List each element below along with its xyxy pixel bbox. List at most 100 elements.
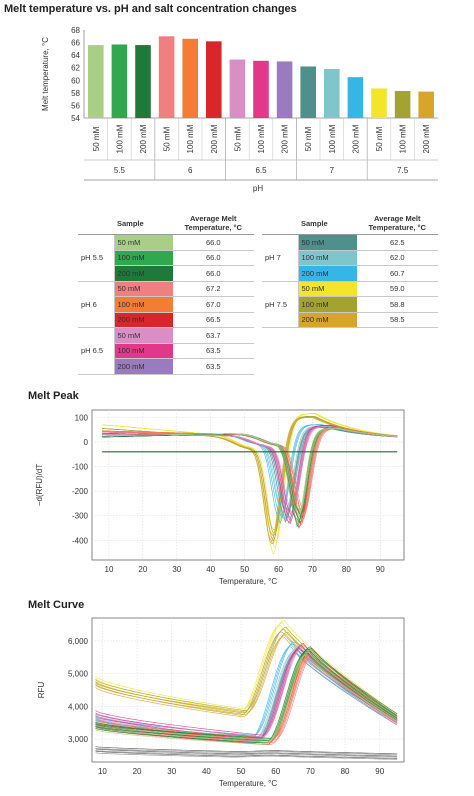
series-line [95,747,398,756]
y-tick-label: 0 [84,438,89,447]
series-line [95,620,398,715]
table-row: 100 mM 66.0 [78,250,254,266]
ph-group-label: pH 6 [78,281,115,328]
y-tick-label: -100 [72,463,89,472]
bar [324,68,340,118]
bar [182,38,198,118]
melt-curve-title: Melt Curve [28,599,85,611]
series-line [95,746,398,755]
series-line [95,653,398,743]
table-row: 100 mM 67.0 [78,296,254,313]
y-tick-label: -200 [72,487,89,496]
bar [418,91,434,118]
series-line [95,652,398,743]
bar-category-label: 100 mM [186,124,195,153]
x-tick-label: 10 [105,565,114,574]
bar-category-label: 50 mM [233,126,242,151]
bar [88,45,104,118]
x-tick-label: 70 [308,565,317,574]
y-axis-label: RFU [37,682,46,699]
y-axis-label: −d(RFU)/dT [35,464,44,507]
table-row: 100 mM 58.8 [262,296,438,313]
table-row: 200 mM 63.5 [78,358,254,375]
sample-cell: 100 mM [298,296,357,313]
series-line [102,413,398,543]
sample-cell: 100 mM [114,296,173,313]
bar-category-label: 50 mM [92,126,101,151]
melt-peak-chart: 10 20 30 40 50 60 70 80 90 100 0 -100 -200 -300 -400 Te… [35,409,405,586]
bar-category-label: 200 mM [139,124,148,153]
melt-table-right: Sample Average Melt Temperature, °C pH 7… [262,212,438,328]
avg-melt-value: 67.0 [172,296,254,313]
bar-category-label: 100 mM [399,124,408,153]
x-tick-label: 50 [240,565,249,574]
avg-melt-value: 66.0 [172,250,254,266]
x-axis-label: pH [253,184,263,193]
avg-melt-value: 58.5 [356,312,438,328]
bar [111,44,128,119]
x-tick-label: 60 [274,565,283,574]
series-line [95,648,398,739]
avg-melt-value: 66.0 [172,265,254,282]
y-tick-label: 64 [71,51,80,60]
x-axis-label: Temperature, °C [219,779,278,788]
avg-melt-value: 62.0 [356,250,438,266]
table-row: pH 5.5 50 mM 66.0 [78,234,254,282]
sample-cell: 100 mM [114,343,173,359]
bar-category-label: 200 mM [351,124,360,153]
x-tick-label: 20 [133,767,142,776]
bar-category-label: 100 mM [115,124,124,153]
x-tick-label: 80 [341,767,350,776]
y-tick-label: 62 [71,64,80,73]
y-tick-label: -300 [72,512,89,521]
sample-cell: 50 mM [298,281,357,297]
series-line [95,748,398,757]
avg-melt-value: 67.2 [172,281,254,297]
bar-category-label: 50 mM [375,126,384,151]
ph-group-label: pH 7.5 [262,281,299,328]
group-label: 6.5 [255,166,267,175]
y-tick-label: 56 [71,101,80,110]
bar-category-label: 100 mM [328,124,337,153]
y-tick-label: 60 [71,76,80,85]
sample-cell: 50 mM [114,281,173,297]
sample-cell: 200 mM [114,265,173,282]
x-axis-label: Temperature, °C [219,577,278,586]
sample-cell: 50 mM [298,234,357,251]
x-tick-label: 20 [138,565,147,574]
bar [135,45,151,118]
sample-cell: 200 mM [298,312,357,328]
bar [253,60,269,118]
col-header-avg-melt: Average Melt Temperature, °C [356,212,438,235]
x-tick-label: 90 [375,767,384,776]
group-label: 5.5 [114,166,126,175]
series-line [102,427,398,514]
y-tick-label: 6,000 [68,637,89,646]
sample-cell: 200 mM [114,312,173,328]
avg-melt-value: 60.7 [356,265,438,282]
avg-melt-value: 63.7 [172,327,254,344]
ph-group-label: pH 5.5 [78,234,115,282]
col-header-avg-melt: Average Melt Temperature, °C [172,212,254,235]
x-tick-label: 10 [98,767,107,776]
sample-cell: 200 mM [114,358,173,375]
y-tick-label: 5,000 [68,670,89,679]
sample-cell: 50 mM [114,327,173,344]
bar [158,36,175,118]
y-tick-label: 54 [71,114,80,123]
table-row: pH 6 50 mM 67.2 [78,281,254,328]
table-row: 100 mM 62.0 [262,250,438,266]
x-tick-label: 40 [202,767,211,776]
table-row: 200 mM 60.7 [262,265,438,282]
avg-melt-value: 66.0 [172,234,254,251]
ph-group-label: pH 6.5 [78,327,115,375]
series-line [95,651,398,741]
bar [394,90,411,118]
table-row: 100 mM 63.5 [78,343,254,359]
series-line [95,750,398,759]
series-line [95,649,398,741]
table-corner [262,212,298,235]
group-label: 7 [330,166,335,175]
col-header-sample: Sample [298,212,357,235]
bar-category-label: 200 mM [210,124,219,153]
